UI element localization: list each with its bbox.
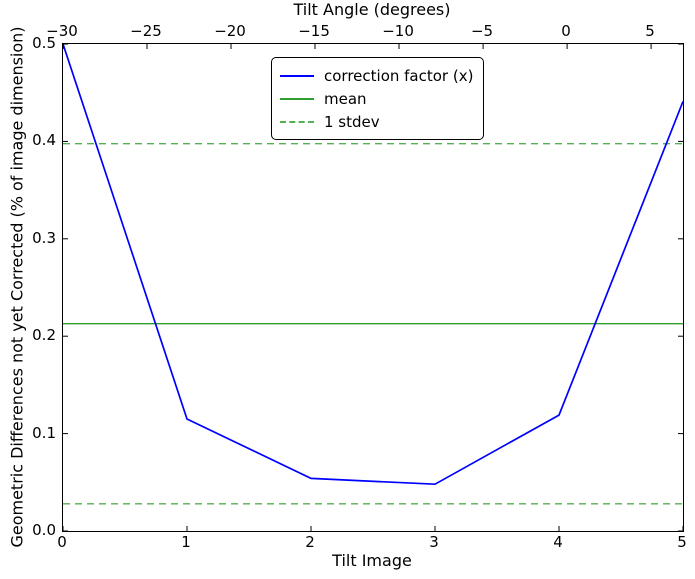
legend-line-sample-green-dashed: [280, 120, 314, 123]
x-axis-title: Tilt Image: [332, 551, 412, 570]
legend-label: correction factor (x): [324, 66, 474, 85]
x-tick-label: 1: [181, 533, 191, 551]
legend-label: mean: [324, 89, 367, 108]
legend-entry-correction: correction factor (x): [280, 64, 473, 87]
x-tick-label: 4: [553, 533, 563, 551]
y-tick-label: 0.0: [32, 521, 56, 539]
y-tick-label: 0.3: [32, 228, 56, 247]
top-x-axis-title: Tilt Angle (degrees): [293, 0, 451, 19]
y-tick-label: 0.1: [32, 423, 56, 442]
x-tick-label: 5: [677, 533, 687, 551]
y-tick-label: 0.2: [32, 326, 56, 345]
y-tick-label: 0.4: [32, 131, 56, 150]
legend-line-sample-green-solid: [280, 97, 314, 100]
top-tick-label: −15: [298, 22, 330, 40]
legend-entry-mean: mean: [280, 87, 473, 110]
x-tick-label: 2: [305, 533, 315, 551]
top-tick-label: −20: [214, 22, 246, 40]
top-tick-label: 0: [561, 22, 571, 40]
legend-label: 1 stdev: [324, 112, 380, 131]
top-tick-label: −30: [46, 22, 78, 40]
x-tick-label: 3: [429, 533, 439, 551]
legend-entry-stdev: 1 stdev: [280, 110, 473, 133]
y-tick-label: 0.5: [32, 34, 56, 52]
x-tick-label: 0: [57, 533, 67, 551]
legend-box: correction factor (x) mean 1 stdev: [271, 57, 485, 140]
top-tick-label: 5: [645, 22, 655, 40]
top-tick-label: −10: [382, 22, 414, 40]
top-tick-label: −5: [470, 22, 494, 40]
y-axis-title: Geometric Differences not yet Corrected …: [7, 26, 27, 548]
correction-series-line: [63, 44, 683, 486]
legend-line-sample-blue: [280, 74, 314, 77]
top-tick-label: −25: [130, 22, 162, 40]
plot-svg: [63, 44, 683, 531]
plot-area: correction factor (x) mean 1 stdev: [62, 43, 684, 532]
